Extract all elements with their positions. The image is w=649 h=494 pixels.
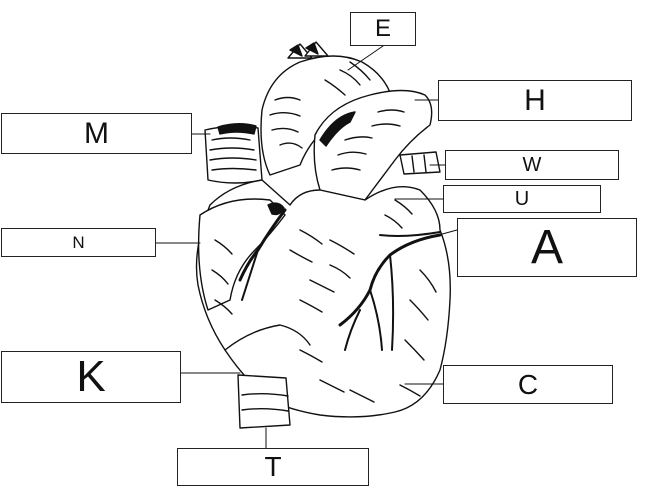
pulmonary-trunk — [313, 89, 441, 201]
label-w: W — [445, 150, 619, 180]
label-k: K — [1, 351, 181, 403]
heart-body — [195, 179, 451, 418]
label-e: E — [350, 12, 416, 46]
superior-vena-cava — [204, 123, 263, 184]
label-n: N — [1, 228, 156, 257]
aortic-arch — [260, 41, 393, 176]
inferior-vena-cava — [237, 374, 291, 429]
label-a: A — [457, 218, 637, 277]
label-h: H — [438, 80, 632, 121]
leader-lines — [155, 45, 458, 449]
label-m: M — [1, 113, 192, 154]
label-t: T — [177, 448, 369, 486]
label-c: C — [443, 365, 613, 404]
label-u: U — [443, 185, 601, 213]
